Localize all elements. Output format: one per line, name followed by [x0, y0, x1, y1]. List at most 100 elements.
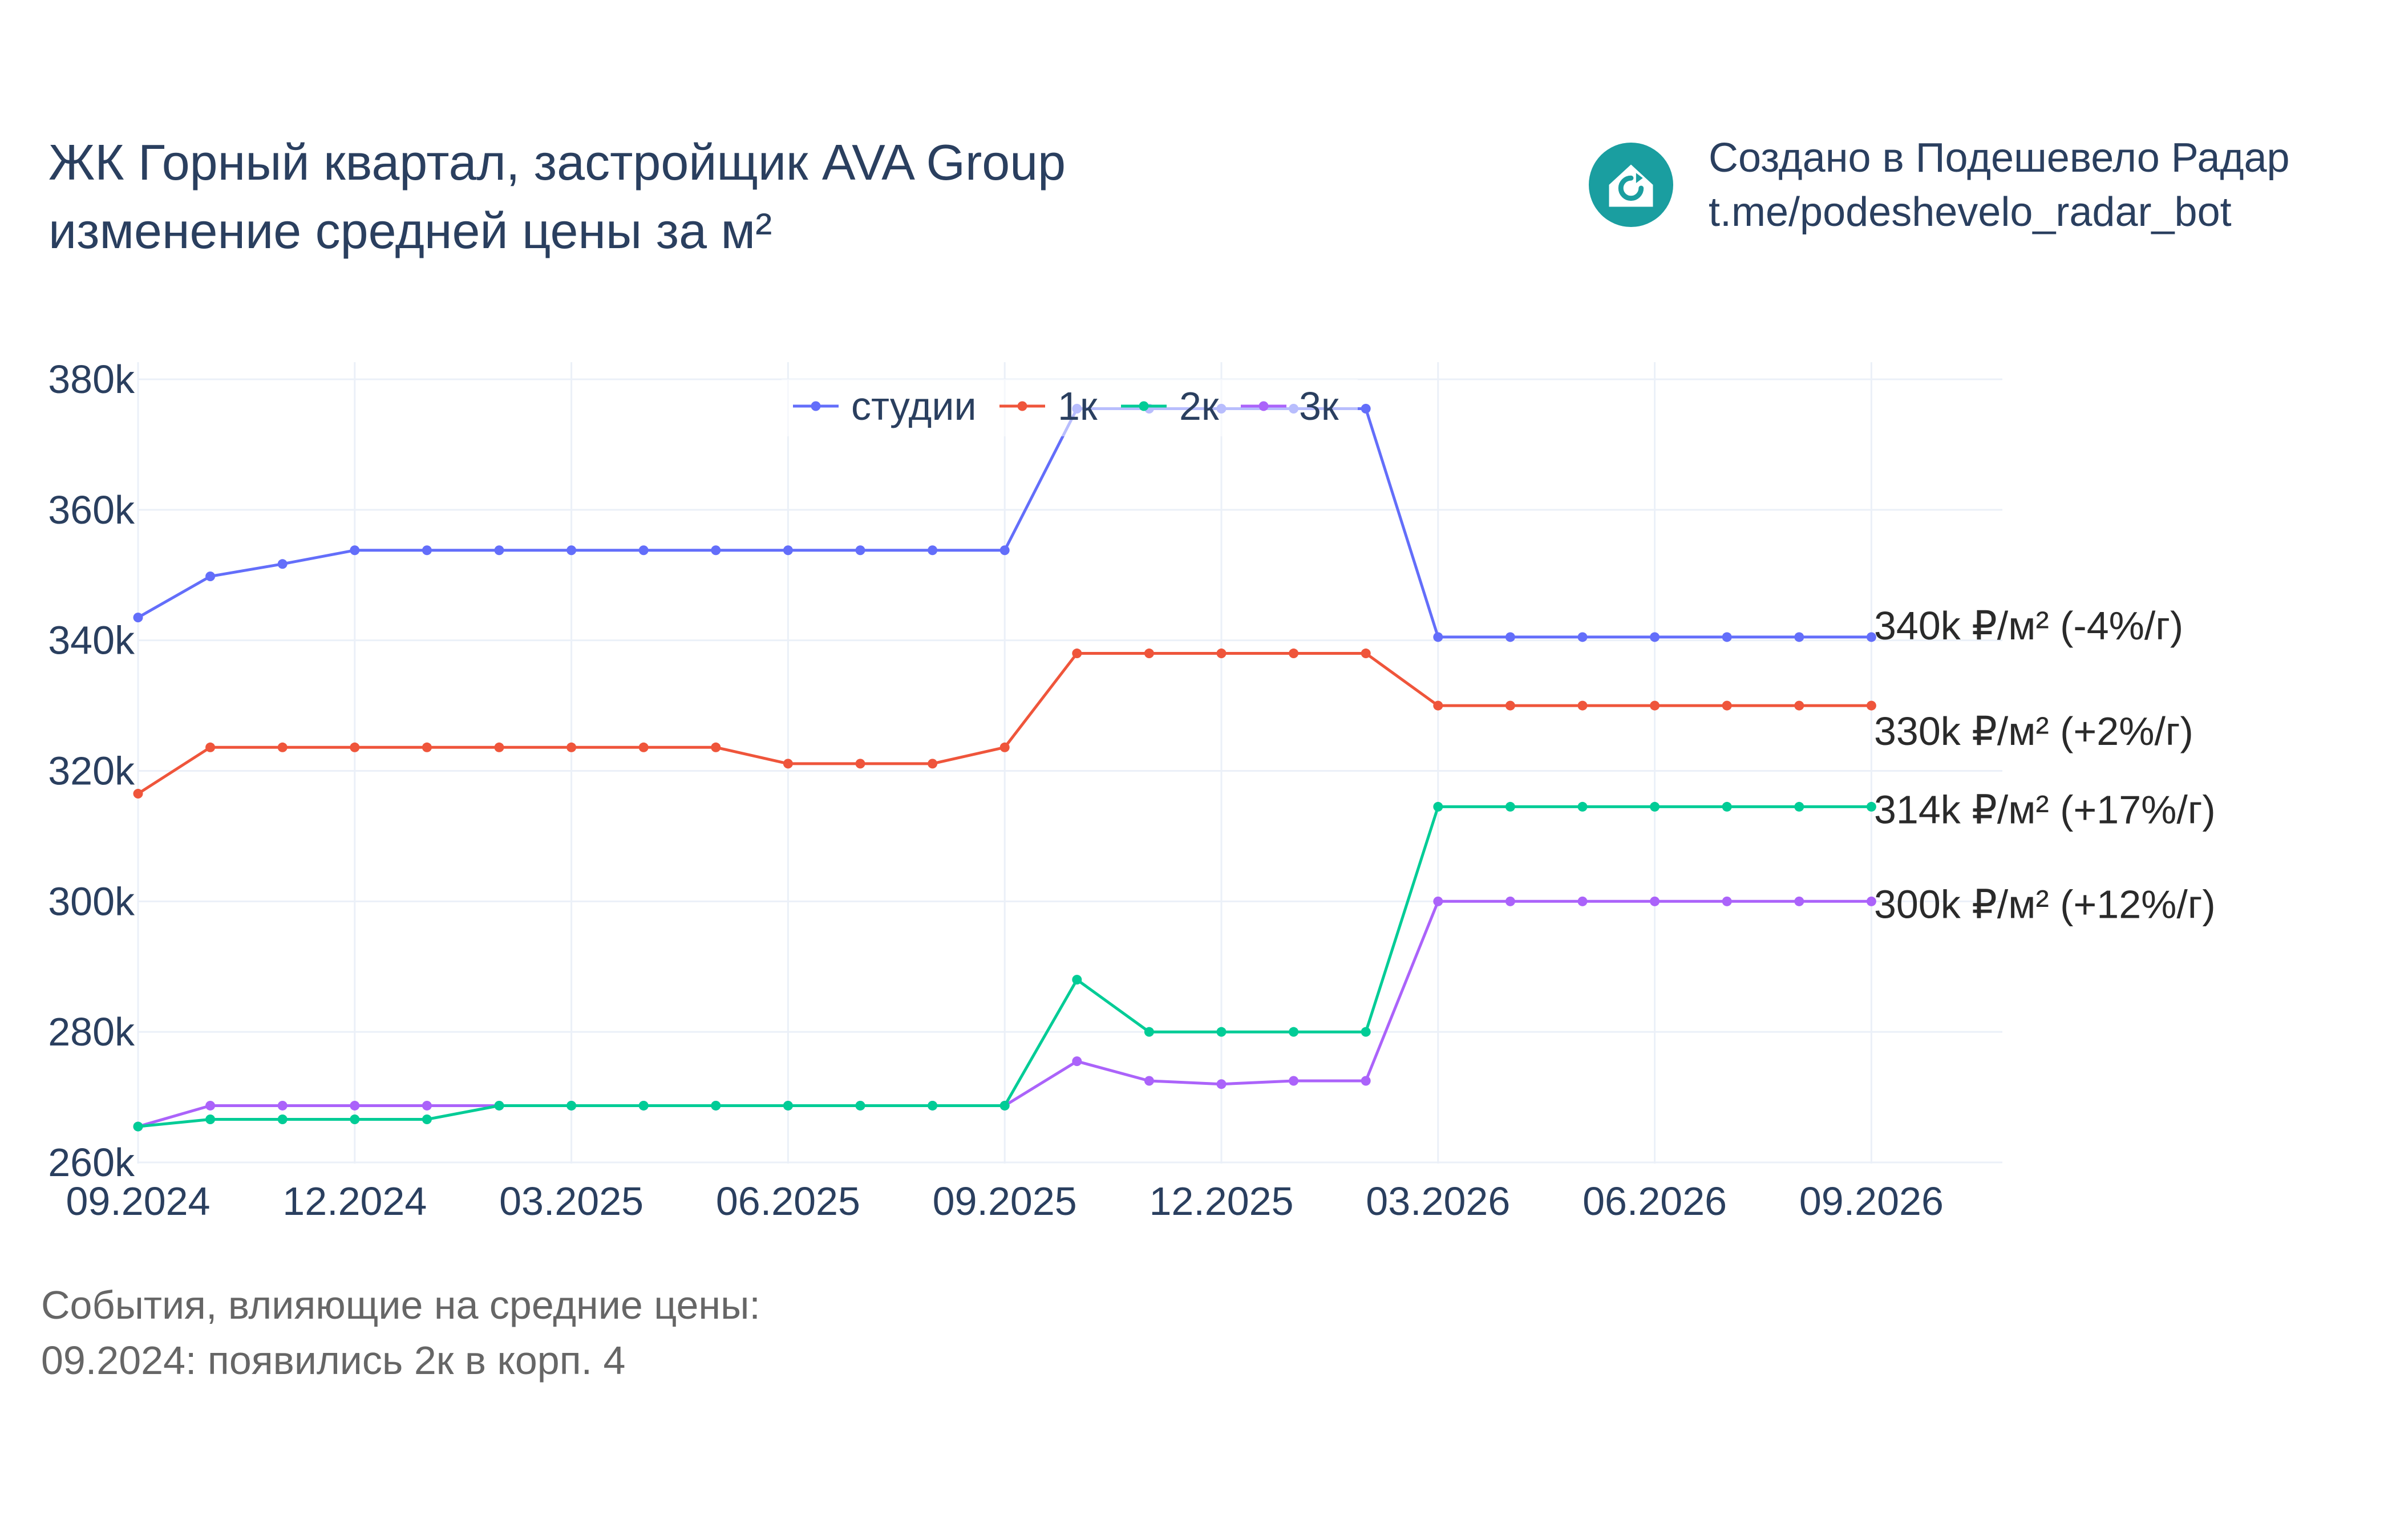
legend-item[interactable]: 3к — [1241, 384, 1339, 428]
data-point — [1722, 700, 1732, 711]
data-point — [1433, 801, 1443, 812]
data-point — [1577, 896, 1588, 906]
data-point — [1505, 801, 1515, 812]
data-point — [1433, 700, 1443, 711]
data-point — [855, 545, 865, 556]
data-point — [1433, 896, 1443, 906]
data-point — [350, 545, 360, 556]
house-refresh-icon — [1589, 143, 1673, 227]
chart-title: ЖК Горный квартал, застройщик AVA Group … — [48, 128, 1066, 265]
data-point — [928, 1100, 938, 1111]
legend-label: 1к — [1058, 384, 1098, 428]
legend-item[interactable]: 1к — [999, 384, 1098, 428]
y-tick-label: 300k — [48, 879, 135, 923]
data-point — [350, 1114, 360, 1124]
data-point — [1361, 403, 1371, 414]
x-tick-label: 09.2025 — [933, 1179, 1077, 1223]
data-point — [928, 545, 938, 556]
data-point — [350, 1100, 360, 1111]
data-point — [999, 742, 1010, 752]
data-point — [1144, 1027, 1154, 1037]
legend-item[interactable]: 2к — [1121, 384, 1219, 428]
data-point — [928, 759, 938, 769]
data-point — [711, 1100, 721, 1111]
x-axis-tick-labels: 09.2024 12.2024 03.2025 06.2025 09.2025 12.20… — [66, 1179, 1943, 1223]
event-item-1: 09.2024: появились 2к в корп. 4 — [41, 1338, 626, 1383]
data-point — [566, 1100, 577, 1111]
data-point — [1866, 896, 1876, 906]
chart-title-line-2: изменение средней цены за м² — [48, 202, 772, 259]
data-point — [711, 742, 721, 752]
data-point — [205, 742, 216, 752]
legend-label: 2к — [1179, 384, 1219, 428]
data-point — [205, 1114, 216, 1124]
data-point — [1505, 700, 1515, 711]
end-value-label: 330k ₽/м² (+2%/г) — [1874, 709, 2193, 753]
data-point — [1144, 649, 1154, 659]
data-point — [1361, 1027, 1371, 1037]
series-студии — [133, 403, 1876, 642]
data-point — [205, 572, 216, 582]
y-tick-label: 280k — [48, 1010, 135, 1054]
data-point — [494, 742, 504, 752]
series-2к — [133, 801, 1876, 1132]
legend-item[interactable]: студии — [793, 384, 977, 428]
credit-block: Создано в Подешевело Радар t.me/podeshev… — [1589, 131, 2359, 240]
credit-link[interactable]: t.me/podeshevelo_radar_bot — [1709, 189, 2232, 235]
x-tick-label: 09.2026 — [1799, 1179, 1944, 1223]
y-axis-tick-labels: 260k 280k 300k 320k 340k 360k 380k — [48, 357, 135, 1185]
data-point — [638, 545, 649, 556]
x-tick-label: 12.2025 — [1149, 1179, 1293, 1223]
data-point — [1216, 1027, 1227, 1037]
data-point — [1361, 649, 1371, 659]
data-point — [1650, 632, 1660, 642]
data-point — [1722, 801, 1732, 812]
data-point — [1794, 896, 1804, 906]
data-point — [783, 1100, 793, 1111]
events-note: События, влияющие на средние цены: 09.20… — [41, 1278, 760, 1388]
end-value-label: 340k ₽/м² (-4%/г) — [1874, 603, 2183, 648]
end-value-label: 314k ₽/м² (+17%/г) — [1874, 787, 2216, 832]
data-point — [1216, 1079, 1227, 1089]
data-point — [1361, 1076, 1371, 1086]
data-point — [783, 759, 793, 769]
end-value-label: 300k ₽/м² (+12%/г) — [1874, 882, 2216, 926]
data-point — [1577, 632, 1588, 642]
data-point — [1722, 632, 1732, 642]
end-value-labels: 340k ₽/м² (-4%/г) 330k ₽/м² (+2%/г) 314k ₽… — [1874, 603, 2216, 926]
x-tick-label: 06.2025 — [716, 1179, 860, 1223]
data-point — [855, 1100, 865, 1111]
data-point — [566, 545, 577, 556]
data-point — [422, 742, 432, 752]
data-point — [1505, 896, 1515, 906]
data-point — [1289, 1076, 1299, 1086]
x-tick-label: 03.2025 — [499, 1179, 643, 1223]
data-point — [638, 1100, 649, 1111]
credit-line-1: Создано в Подешевело Радар — [1709, 135, 2290, 181]
chart-grid — [137, 362, 2002, 1164]
data-point — [277, 1100, 288, 1111]
chart-title-line-1: ЖК Горный квартал, застройщик AVA Group — [48, 134, 1066, 191]
data-point — [1577, 801, 1588, 812]
data-point — [1866, 632, 1876, 642]
data-point — [783, 545, 793, 556]
data-point — [1433, 632, 1443, 642]
y-tick-label: 340k — [48, 618, 135, 663]
data-point — [494, 1100, 504, 1111]
data-point — [422, 545, 432, 556]
data-point — [277, 1114, 288, 1124]
data-point — [1577, 700, 1588, 711]
x-tick-label: 03.2026 — [1366, 1179, 1510, 1223]
x-tick-label: 09.2024 — [66, 1179, 210, 1223]
y-tick-label: 380k — [48, 357, 135, 402]
data-point — [1505, 632, 1515, 642]
events-heading: События, влияющие на средние цены: — [41, 1283, 760, 1327]
chart-legend: студии 1к 2к 3к — [782, 379, 1358, 436]
data-point — [1289, 1027, 1299, 1037]
data-point — [1650, 700, 1660, 711]
data-point — [1794, 801, 1804, 812]
data-point — [1072, 1056, 1082, 1067]
legend-swatch-marker — [1139, 401, 1149, 411]
data-point — [1289, 649, 1299, 659]
data-point — [1722, 896, 1732, 906]
